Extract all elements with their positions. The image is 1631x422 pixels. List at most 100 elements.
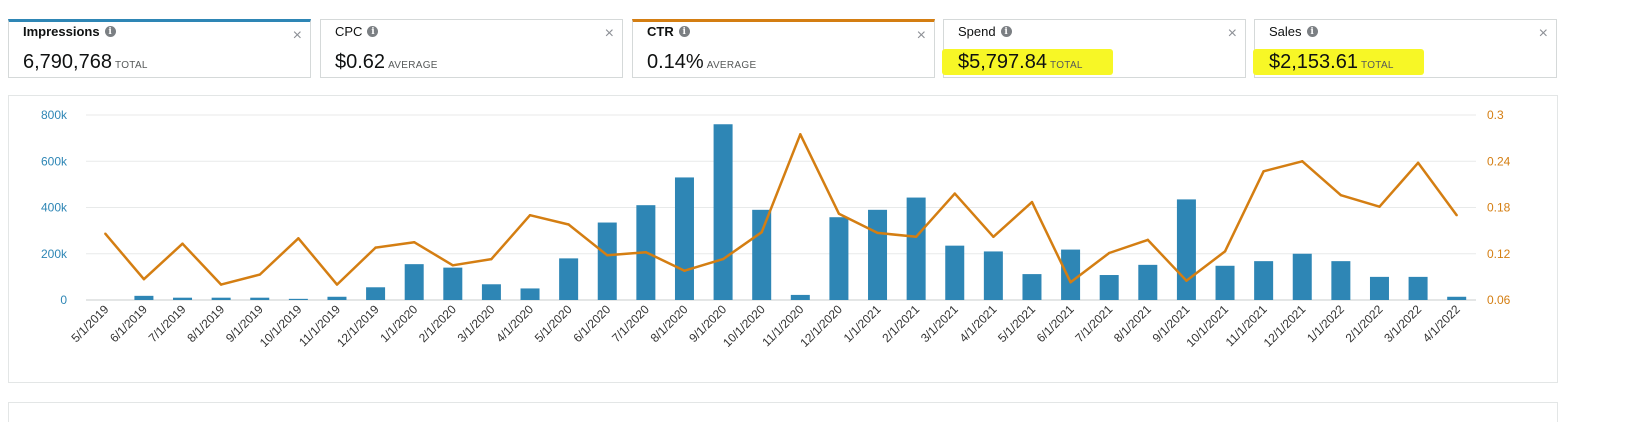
y-right-tick-label: 0.12: [1487, 247, 1511, 261]
impressions-ctr-chart: 0 200k 400k 600k 800k 0.06 0.12 0.18 0.24 0.3 5/1/…: [41, 108, 1511, 350]
ctr-point: [528, 214, 532, 217]
x-tick-label: 10/1/2020: [720, 302, 768, 350]
ctr-point: [1262, 170, 1265, 173]
bar: [868, 209, 888, 300]
x-tick-label: 8/1/2020: [648, 302, 691, 345]
metric-value: $2,153.61 TOTAL: [1253, 49, 1424, 75]
metric-value: 6,790,768 TOTAL: [23, 51, 148, 74]
ctr-point: [142, 277, 146, 281]
ctr-point: [876, 231, 879, 235]
ctr-point: [606, 254, 609, 257]
x-tick-label: 6/1/2021: [1034, 302, 1077, 345]
close-icon[interactable]: ×: [604, 25, 614, 42]
chart-container: 0 200k 400k 600k 800k 0.06 0.12 0.18 0.24 0.3 5/1/…: [8, 95, 1558, 383]
metric-card-spend[interactable]: Spend i × $5,797.84 TOTAL: [942, 19, 1246, 78]
info-icon[interactable]: i: [104, 26, 116, 37]
metric-number: $0.62: [335, 51, 386, 73]
x-tick-label: 6/1/2020: [570, 302, 613, 345]
ctr-point: [644, 251, 648, 254]
ctr-point: [1223, 250, 1227, 253]
bar: [1254, 261, 1274, 300]
ctr-point: [451, 264, 455, 267]
x-tick-label: 1/1/2020: [377, 302, 420, 345]
bar: [713, 124, 733, 300]
info-icon[interactable]: i: [1000, 26, 1012, 37]
metric-label: Impressions i: [23, 24, 116, 39]
x-tick-label: 5/1/2020: [532, 302, 575, 345]
y-right-tick-label: 0.24: [1487, 154, 1511, 168]
info-icon[interactable]: i: [367, 26, 379, 37]
ctr-point: [992, 235, 995, 238]
x-tick-label: 4/1/2022: [1420, 302, 1463, 345]
metric-value: $5,797.84 TOTAL: [942, 49, 1113, 75]
ctr-point: [490, 257, 493, 261]
ctr-line: [104, 133, 1458, 286]
metric-label-text: CPC: [335, 24, 363, 39]
y-left-tick-label: 800k: [41, 108, 68, 122]
bar: [288, 298, 308, 300]
bar: [559, 258, 579, 300]
close-icon[interactable]: ×: [292, 27, 302, 44]
close-icon[interactable]: ×: [916, 27, 926, 44]
x-tick-label: 3/1/2022: [1381, 302, 1424, 345]
metric-label: CPC i: [335, 24, 379, 39]
y-right-tick-label: 0.18: [1487, 201, 1511, 215]
metric-label: Sales i: [1269, 24, 1318, 39]
y-left-tick-label: 400k: [41, 201, 68, 215]
metric-label: CTR i: [647, 24, 690, 39]
x-tick-label: 4/1/2021: [957, 302, 1000, 345]
bar: [1447, 296, 1467, 300]
x-tick-label: 7/1/2020: [609, 302, 652, 345]
x-tick-label: 2/1/2022: [1343, 302, 1386, 345]
x-tick-label: 8/1/2021: [1111, 302, 1154, 345]
ctr-point: [181, 242, 184, 245]
bar: [752, 209, 772, 300]
metric-card-ctr[interactable]: CTR i × 0.14% AVERAGE: [632, 19, 935, 78]
metric-unit: AVERAGE: [388, 60, 438, 71]
x-tick-label: 7/1/2021: [1072, 302, 1115, 345]
bar: [1061, 249, 1081, 300]
metric-number: $2,153.61: [1269, 51, 1358, 73]
metric-unit: AVERAGE: [706, 60, 757, 71]
bar: [1215, 265, 1235, 300]
x-tick-label: 3/1/2020: [455, 302, 498, 345]
ctr-point: [412, 240, 416, 244]
ctr-point: [683, 269, 686, 272]
bar: [404, 264, 424, 300]
ctr-point: [1455, 214, 1458, 217]
ctr-point: [953, 192, 956, 195]
x-tick-label: 12/1/2020: [797, 302, 845, 350]
ctr-point: [1146, 238, 1150, 242]
metric-value: $0.62 AVERAGE: [335, 51, 438, 74]
ctr-point: [1069, 281, 1072, 284]
close-icon[interactable]: ×: [1538, 25, 1548, 42]
ctr-point: [297, 237, 300, 240]
metric-unit: TOTAL: [1049, 60, 1083, 71]
metric-card-sales[interactable]: Sales i × $2,153.61 TOTAL: [1253, 19, 1557, 78]
bottom-panel: [8, 402, 1558, 422]
y-right-tick-label: 0.06: [1487, 293, 1511, 307]
close-icon[interactable]: ×: [1227, 25, 1237, 42]
metric-card-impressions[interactable]: Impressions i × 6,790,768 TOTAL: [8, 19, 311, 78]
bar: [829, 217, 849, 300]
metric-label-text: Impressions: [23, 24, 100, 39]
x-tick-label: 3/1/2021: [918, 302, 961, 345]
ctr-point: [914, 235, 918, 238]
bar: [1408, 276, 1428, 300]
metric-label-text: CTR: [647, 24, 674, 39]
ctr-point: [837, 212, 841, 215]
highlight-marker: $5,797.84 TOTAL: [942, 49, 1113, 75]
ctr-point: [799, 133, 802, 136]
info-icon[interactable]: i: [678, 26, 690, 37]
bar: [1369, 276, 1389, 300]
bar: [1292, 253, 1312, 300]
bar: [790, 294, 810, 300]
ctr-point: [721, 257, 725, 261]
x-tick-label: 10/1/2019: [257, 302, 305, 350]
info-icon[interactable]: i: [1306, 26, 1318, 37]
ctr-point: [1030, 200, 1034, 204]
x-tick-label: 1/1/2022: [1304, 302, 1347, 345]
metric-card-cpc[interactable]: CPC i × $0.62 AVERAGE: [320, 19, 623, 78]
bar: [983, 251, 1003, 300]
metric-label: Spend i: [958, 24, 1012, 39]
